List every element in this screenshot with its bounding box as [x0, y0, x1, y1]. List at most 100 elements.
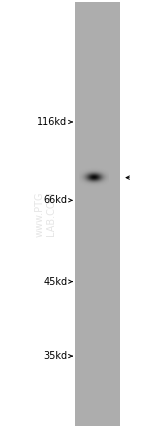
Bar — [75, 290, 120, 291]
Bar — [75, 391, 120, 392]
Bar — [75, 246, 120, 247]
Bar — [75, 193, 120, 194]
Bar — [75, 180, 120, 181]
Bar — [75, 339, 120, 340]
Bar — [75, 419, 120, 421]
Bar — [75, 359, 120, 360]
Bar — [75, 326, 120, 327]
Bar — [75, 274, 120, 276]
Bar — [75, 185, 120, 187]
Bar — [75, 202, 120, 203]
Bar — [75, 265, 120, 266]
Bar — [75, 208, 120, 209]
Bar — [75, 122, 120, 123]
Bar — [75, 166, 120, 167]
Bar — [75, 161, 120, 162]
Bar — [75, 207, 120, 208]
Bar — [75, 25, 120, 27]
Bar — [75, 113, 120, 114]
Bar — [75, 262, 120, 263]
Bar — [75, 327, 120, 328]
Bar — [75, 62, 120, 64]
Bar — [75, 374, 120, 375]
Bar — [75, 351, 120, 352]
Bar — [75, 219, 120, 220]
Bar — [75, 257, 120, 259]
Bar — [75, 213, 120, 214]
Bar — [75, 146, 120, 147]
Text: www.PTG
LAB.COM: www.PTG LAB.COM — [34, 191, 56, 237]
Bar — [75, 114, 120, 116]
Bar — [75, 370, 120, 371]
Bar — [75, 65, 120, 67]
Bar — [75, 104, 120, 105]
Bar — [75, 243, 120, 244]
Bar — [75, 174, 120, 175]
Bar — [75, 44, 120, 45]
Bar — [75, 177, 120, 178]
Bar — [75, 358, 120, 359]
Bar — [75, 307, 120, 308]
Bar — [75, 323, 120, 324]
Bar — [75, 312, 120, 314]
Bar — [75, 406, 120, 407]
Bar — [75, 9, 120, 11]
Bar — [75, 160, 120, 161]
Bar — [75, 341, 120, 342]
Bar — [75, 127, 120, 128]
Bar — [75, 318, 120, 319]
Bar — [75, 58, 120, 59]
Bar — [75, 338, 120, 339]
Bar — [75, 156, 120, 157]
Bar — [75, 157, 120, 158]
Bar — [75, 75, 120, 76]
Bar — [75, 138, 120, 139]
Bar — [75, 303, 120, 304]
Bar — [75, 31, 120, 32]
Bar — [75, 366, 120, 368]
Bar — [75, 322, 120, 323]
Bar — [75, 106, 120, 107]
Bar — [75, 102, 120, 103]
Bar — [75, 57, 120, 58]
Bar — [75, 194, 120, 195]
Bar — [75, 183, 120, 184]
Bar — [75, 16, 120, 17]
Bar — [75, 105, 120, 106]
Bar — [75, 231, 120, 232]
Bar — [75, 197, 120, 198]
Bar — [75, 371, 120, 372]
Bar — [75, 14, 120, 15]
Bar — [75, 233, 120, 234]
Bar — [75, 22, 120, 24]
Bar — [75, 192, 120, 193]
Bar — [75, 360, 120, 361]
Bar — [75, 176, 120, 177]
Bar — [75, 298, 120, 299]
Bar — [75, 244, 120, 245]
Bar — [75, 96, 120, 98]
Bar — [75, 158, 120, 159]
Bar — [75, 304, 120, 305]
Bar — [75, 73, 120, 74]
Bar — [75, 89, 120, 90]
Bar — [75, 409, 120, 410]
Bar — [75, 269, 120, 270]
Bar — [75, 198, 120, 199]
Bar — [75, 74, 120, 75]
Bar — [75, 33, 120, 34]
Bar — [75, 152, 120, 154]
Bar — [75, 227, 120, 228]
Bar — [75, 241, 120, 243]
Bar — [75, 377, 120, 378]
Bar — [75, 393, 120, 394]
Bar — [75, 344, 120, 345]
Bar — [75, 87, 120, 88]
Bar — [75, 154, 120, 155]
Bar — [75, 229, 120, 230]
Bar — [75, 343, 120, 344]
Bar — [75, 181, 120, 182]
Bar — [75, 68, 120, 69]
Bar — [75, 53, 120, 54]
Bar — [75, 120, 120, 121]
